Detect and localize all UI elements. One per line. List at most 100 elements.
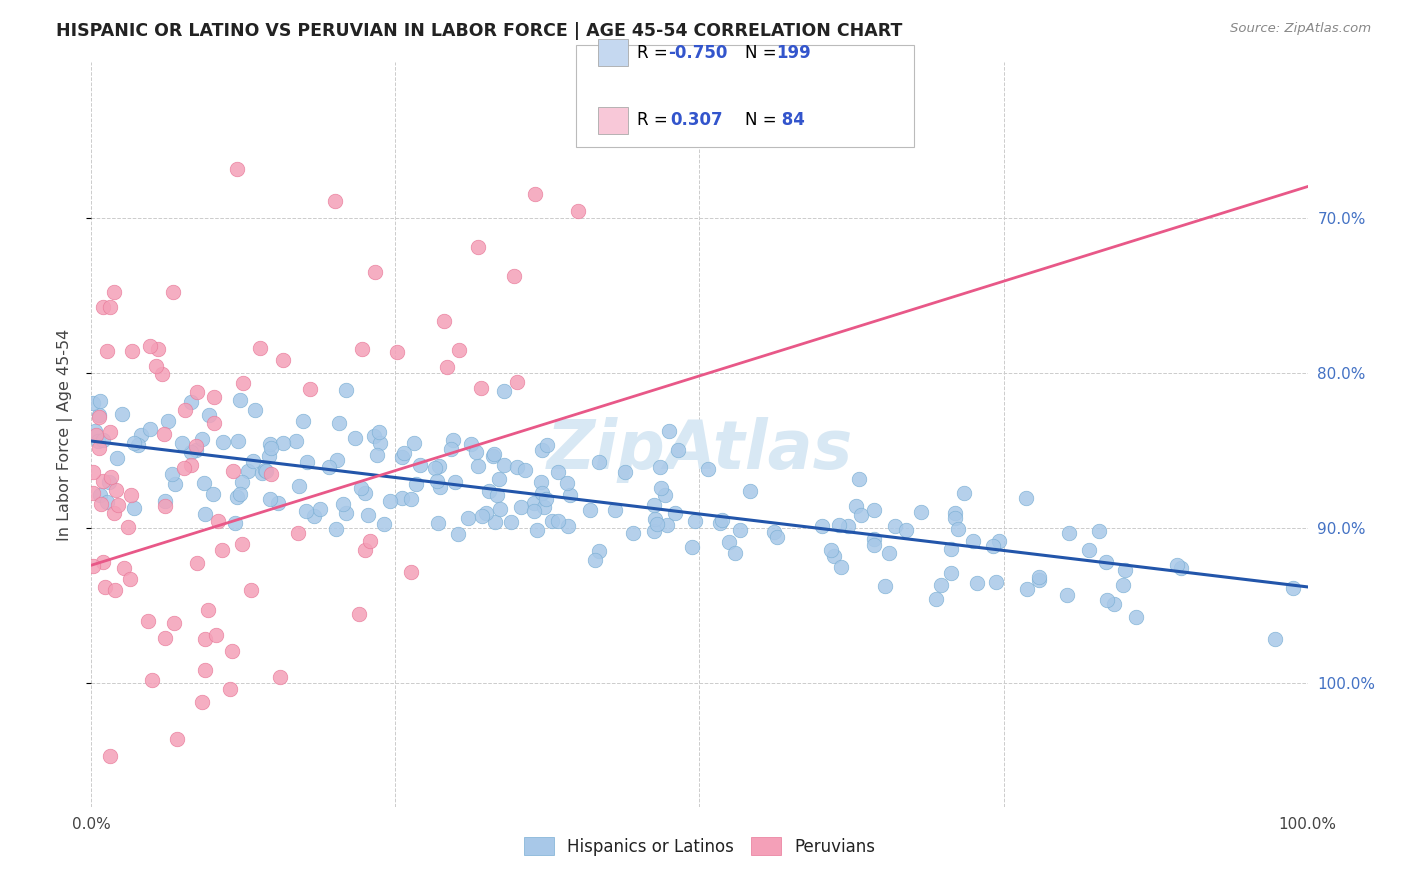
Point (492, 458, 515, 473)
Point (292, 414, 315, 428)
Point (540, 514, 562, 528)
Point (222, 464, 245, 478)
Point (488, 471, 510, 485)
Point (579, 502, 602, 516)
Point (441, 433, 464, 447)
Point (1028, 570, 1050, 584)
Point (467, 240, 489, 254)
Point (122, 436, 145, 450)
Point (1125, 610, 1147, 624)
Point (323, 194, 346, 209)
Point (226, 162, 249, 177)
Point (823, 549, 845, 563)
Point (98, 300, 121, 314)
Point (364, 265, 387, 279)
Point (129, 428, 152, 442)
Point (250, 466, 273, 480)
Point (810, 518, 832, 533)
Point (94, 873, 117, 888)
Point (457, 511, 479, 525)
Point (163, 616, 186, 631)
Point (121, 343, 143, 358)
Point (153, 427, 176, 442)
Point (198, 408, 221, 422)
Point (681, 540, 703, 554)
Point (648, 460, 671, 475)
Point (120, 572, 142, 586)
Text: 84: 84 (776, 112, 806, 129)
Point (190, 695, 212, 709)
Point (470, 381, 492, 395)
Point (350, 342, 373, 356)
Point (696, 462, 718, 476)
Point (953, 486, 976, 500)
Point (1088, 524, 1111, 538)
Point (863, 503, 886, 517)
Point (173, 461, 195, 475)
Point (82, 486, 104, 500)
Point (896, 523, 918, 537)
Point (184, 439, 207, 453)
Point (257, 449, 280, 463)
Point (231, 537, 253, 551)
Point (229, 487, 252, 501)
Point (709, 516, 731, 531)
Point (100, 470, 122, 484)
Point (478, 484, 501, 499)
Text: 0.307: 0.307 (671, 112, 723, 129)
Point (830, 560, 852, 574)
Point (82, 465, 104, 479)
Point (136, 614, 159, 628)
Point (405, 477, 427, 491)
Point (98, 475, 121, 489)
Point (1112, 578, 1135, 592)
Point (1264, 632, 1286, 647)
Point (863, 532, 886, 546)
Point (225, 491, 247, 505)
Point (471, 509, 494, 524)
Point (664, 506, 686, 520)
Point (153, 500, 176, 514)
Point (558, 488, 581, 502)
Point (288, 479, 311, 493)
Point (373, 517, 395, 532)
Point (193, 476, 215, 491)
Point (658, 424, 681, 438)
Point (89, 394, 111, 409)
Point (555, 476, 578, 491)
Point (447, 527, 470, 541)
Point (523, 504, 546, 518)
Point (1095, 555, 1118, 569)
Point (943, 510, 966, 524)
Point (287, 526, 309, 541)
Point (1282, 581, 1305, 595)
Point (509, 500, 531, 514)
Point (202, 416, 225, 430)
Point (523, 186, 546, 201)
Point (484, 447, 506, 461)
Point (96, 344, 118, 359)
Point (547, 465, 569, 479)
Point (326, 453, 349, 467)
Point (484, 515, 506, 529)
Point (122, 500, 145, 515)
Point (762, 524, 785, 539)
Point (111, 407, 134, 421)
Point (654, 488, 676, 502)
Point (212, 435, 235, 450)
Point (259, 437, 281, 451)
Point (506, 460, 529, 475)
Point (391, 450, 413, 464)
Point (120, 488, 142, 502)
Point (89, 409, 111, 424)
Point (401, 565, 423, 579)
Point (84, 424, 107, 438)
Point (492, 384, 515, 398)
Text: HISPANIC OR LATINO VS PERUVIAN IN LABOR FORCE | AGE 45-54 CORRELATION CHART: HISPANIC OR LATINO VS PERUVIAN IN LABOR … (56, 22, 903, 40)
Point (354, 542, 377, 557)
Point (112, 561, 135, 575)
Point (766, 530, 789, 544)
Point (925, 591, 948, 606)
Point (150, 367, 173, 381)
Point (205, 627, 228, 641)
